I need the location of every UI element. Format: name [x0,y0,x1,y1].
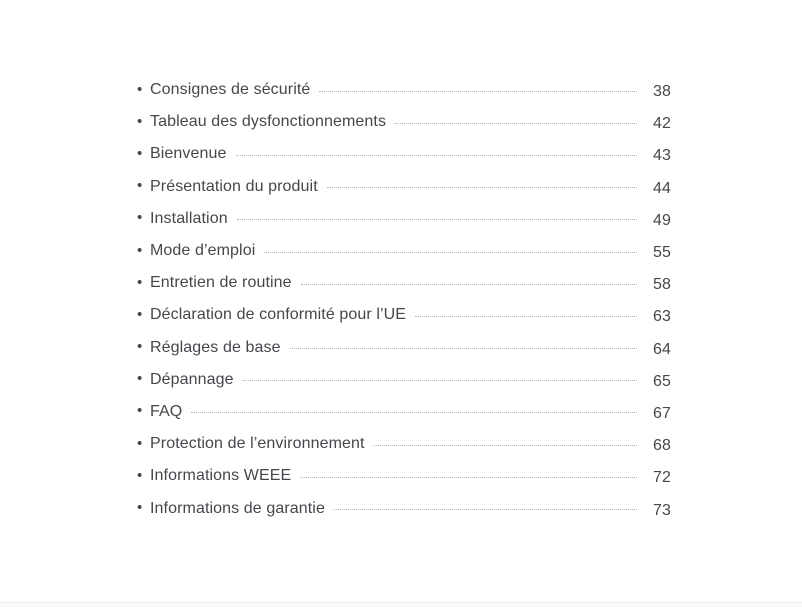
toc-row[interactable]: • Installation 49 [137,203,671,235]
toc-page-number: 63 [653,308,671,326]
toc-page-number: 68 [653,437,671,455]
bullet-icon: • [137,144,143,162]
toc-row[interactable]: • Présentation du produit 44 [137,171,671,203]
dot-leader [300,283,637,285]
toc-row[interactable]: • Dépannage 65 [137,364,671,396]
bullet-icon: • [137,209,143,227]
toc-page-number: 42 [653,115,671,133]
toc-row[interactable]: • Informations de garantie 73 [137,492,671,524]
toc-item-label: Bienvenue [150,145,227,163]
dot-leader [326,187,637,189]
bullet-icon: • [137,499,143,517]
toc-row[interactable]: • Informations WEEE 72 [137,460,671,492]
toc-row[interactable]: • Entretien de routine 58 [137,267,671,299]
toc-item-label: Réglages de base [150,338,281,356]
dot-leader [319,90,637,92]
toc-page-number: 44 [653,179,671,197]
toc-page-number: 43 [653,147,671,165]
dot-leader [373,444,637,446]
toc-row[interactable]: • Tableau des dysfonctionnements 42 [137,106,671,138]
dot-leader [415,315,637,317]
toc-row[interactable]: • FAQ 67 [137,396,671,428]
toc-item-label: Tableau des dysfonctionnements [150,113,387,131]
bullet-icon: • [137,241,143,259]
bullet-icon: • [137,466,143,484]
bullet-icon: • [137,273,143,291]
bullet-icon: • [137,177,143,195]
toc-list: • Consignes de sécurité 38 • Tableau des… [137,74,671,525]
toc-page-number: 38 [653,83,671,101]
toc-item-label: Déclaration de conformité pour l’UE [150,306,407,324]
toc-item-label: Installation [150,209,228,227]
toc-row[interactable]: • Bienvenue 43 [137,138,671,170]
dot-leader [300,476,637,478]
bullet-icon: • [137,305,143,323]
toc-page-number: 73 [653,501,671,519]
bullet-icon: • [137,370,143,388]
toc-page-number: 55 [653,244,671,262]
bullet-icon: • [137,338,143,356]
toc-item-label: Protection de l’environnement [150,435,365,453]
page-bottom-edge [0,602,802,607]
toc-item-label: Consignes de sécurité [150,81,311,99]
toc-page-number: 65 [653,372,671,390]
toc-page-number: 58 [653,276,671,294]
toc-item-label: Entretien de routine [150,274,292,292]
toc-item-label: Mode d’emploi [150,242,256,260]
dot-leader [395,122,637,124]
dot-leader [289,348,637,350]
toc-page-number: 64 [653,340,671,358]
dot-leader [242,380,637,382]
toc-row[interactable]: • Consignes de sécurité 38 [137,74,671,106]
toc-page-number: 72 [653,469,671,487]
dot-leader [264,251,637,253]
bullet-icon: • [137,80,143,98]
dot-leader [236,219,637,221]
toc-row[interactable]: • Réglages de base 64 [137,332,671,364]
toc-item-label: FAQ [150,402,183,420]
toc-page-number: 67 [653,404,671,422]
table-of-contents: • Consignes de sécurité 38 • Tableau des… [137,74,671,525]
dot-leader [333,509,637,511]
toc-row[interactable]: • Déclaration de conformité pour l’UE 63 [137,299,671,331]
toc-row[interactable]: • Protection de l’environnement 68 [137,428,671,460]
toc-item-label: Informations WEEE [150,467,292,485]
dot-leader [235,154,637,156]
bullet-icon: • [137,434,143,452]
dot-leader [191,412,637,414]
toc-row[interactable]: • Mode d’emploi 55 [137,235,671,267]
bullet-icon: • [137,402,143,420]
toc-item-label: Informations de garantie [150,499,325,517]
toc-page-number: 49 [653,211,671,229]
toc-item-label: Dépannage [150,370,234,388]
bullet-icon: • [137,112,143,130]
toc-item-label: Présentation du produit [150,177,318,195]
